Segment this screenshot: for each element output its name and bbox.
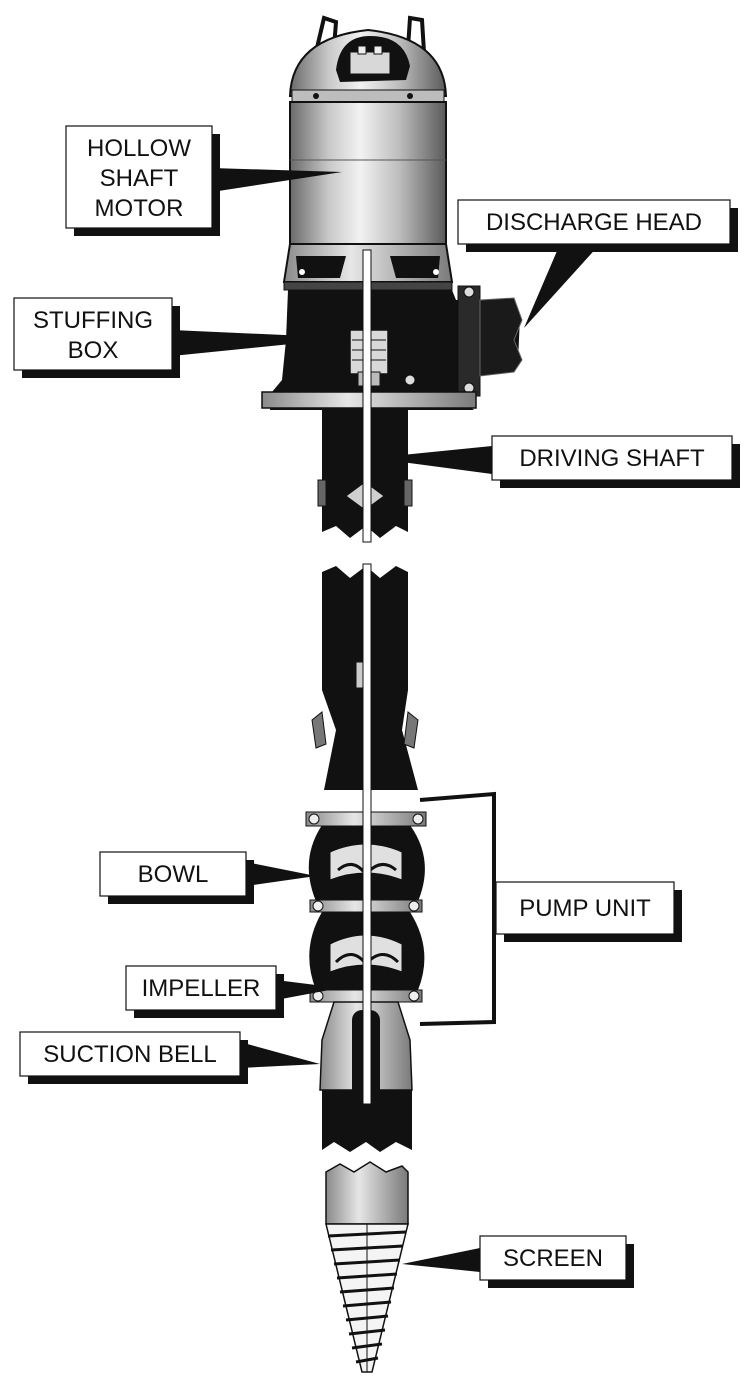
label-suction-bell: SUCTION BELL xyxy=(19,1031,320,1084)
label-driving-shaft-text: DRIVING SHAFT xyxy=(519,445,705,472)
label-driving-shaft: DRIVING SHAFT xyxy=(372,435,740,488)
driving-shaft xyxy=(362,249,372,1105)
discharge-head xyxy=(261,285,523,410)
label-motor-line1: HOLLOW xyxy=(87,135,191,162)
label-discharge-head-text: DISCHARGE HEAD xyxy=(486,209,702,236)
label-motor-line2: SHAFT xyxy=(100,165,179,192)
label-stuffing-box: STUFFING BOX xyxy=(13,297,350,378)
label-pump-unit-text: PUMP UNIT xyxy=(519,895,651,922)
lifting-eye-left xyxy=(314,15,339,53)
label-screen: SCREEN xyxy=(402,1235,634,1288)
label-hollow-shaft-motor: HOLLOW SHAFT MOTOR xyxy=(65,125,342,236)
label-bowl: BOWL xyxy=(99,851,316,904)
label-impeller: IMPELLER xyxy=(125,965,340,1018)
label-discharge-head: DISCHARGE HEAD xyxy=(457,199,738,328)
label-bowl-text: BOWL xyxy=(138,861,209,888)
label-stuffing-box-line2: BOX xyxy=(68,337,119,364)
screen xyxy=(325,1161,409,1373)
dome-terminal-block xyxy=(349,51,391,75)
discharge-flange xyxy=(457,285,481,397)
label-screen-text: SCREEN xyxy=(503,1245,603,1272)
label-suction-bell-text: SUCTION BELL xyxy=(43,1041,216,1068)
label-motor-line3: MOTOR xyxy=(95,195,184,222)
hollow-shaft-motor xyxy=(282,15,454,291)
lifting-eye-right xyxy=(406,15,426,53)
label-pump-unit: PUMP UNIT xyxy=(419,791,682,1026)
label-impeller-text: IMPELLER xyxy=(142,975,261,1002)
label-stuffing-box-line1: STUFFING xyxy=(33,307,153,334)
